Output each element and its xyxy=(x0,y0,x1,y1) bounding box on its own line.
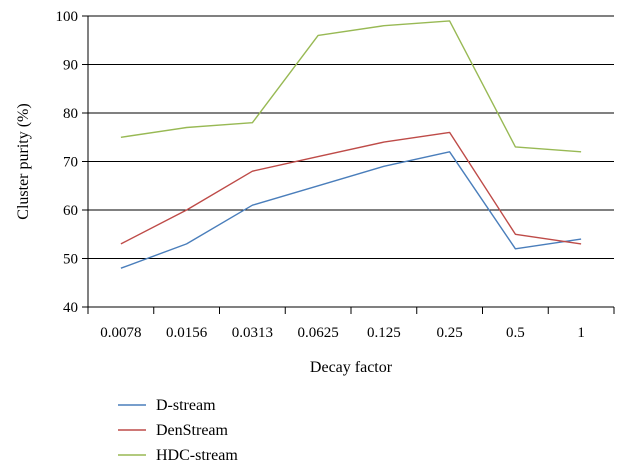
legend-label: D-stream xyxy=(156,397,216,414)
y-tick-label: 90 xyxy=(63,58,78,74)
x-tick-label: 0.25 xyxy=(437,325,463,341)
legend: D-stream DenStream HDC-stream xyxy=(118,397,238,464)
y-tick-label: 60 xyxy=(63,203,78,219)
x-axis-title: Decay factor xyxy=(310,359,393,376)
series-line-denstream xyxy=(120,131,582,245)
x-tick-label: 0.0313 xyxy=(232,325,273,341)
y-tick-label: 100 xyxy=(56,9,79,25)
series-lines xyxy=(120,20,582,269)
x-tick-label: 0.125 xyxy=(367,325,401,341)
y-tick-label: 70 xyxy=(63,155,78,171)
axes xyxy=(82,15,615,314)
y-tick-label: 50 xyxy=(63,252,78,268)
x-tick-label: 0.0156 xyxy=(166,325,208,341)
legend-label: DenStream xyxy=(156,422,229,439)
tick-labels: 40 50 60 70 80 90 100 0.0078 0.0156 0.0313 0.0625 0… xyxy=(56,9,585,341)
y-tick-label: 40 xyxy=(63,300,78,316)
x-tick-label: 1 xyxy=(577,325,585,341)
gridlines xyxy=(88,15,614,259)
series-line-hdc-stream xyxy=(120,20,582,153)
y-tick-label: 80 xyxy=(63,106,78,122)
x-tick-label: 0.0625 xyxy=(298,325,339,341)
y-axis-title: Cluster purity (%) xyxy=(15,103,32,219)
legend-label: HDC-stream xyxy=(156,447,238,464)
x-tick-label: 0.0078 xyxy=(100,325,141,341)
x-tick-label: 0.5 xyxy=(506,325,525,341)
series-line-d-stream xyxy=(120,151,582,269)
